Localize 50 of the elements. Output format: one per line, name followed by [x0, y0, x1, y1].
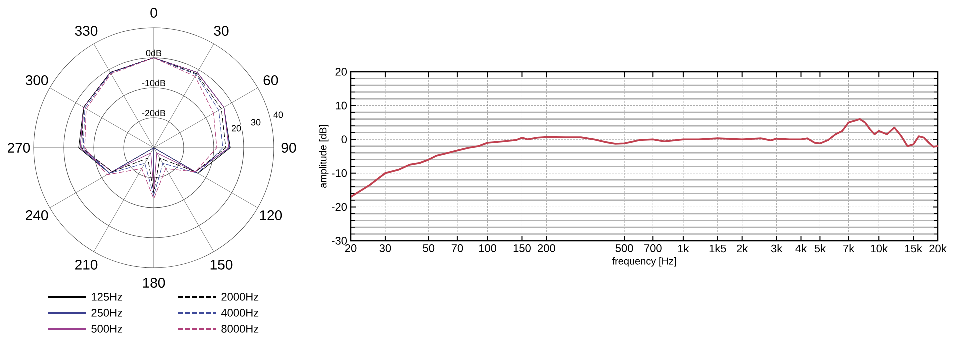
spoke-label: 120 [260, 210, 282, 220]
y-tick-label: -30 [332, 237, 348, 245]
x-tick-label: 4k [796, 244, 808, 253]
x-tick-label: 50 [423, 244, 435, 252]
y-tick-label: -10 [332, 170, 348, 178]
y-tick-label: -20dB [142, 110, 166, 117]
y-tick-label: 0dB [146, 50, 162, 57]
y-tick-label: 20 [336, 68, 348, 76]
y-tick-label: -20 [332, 203, 348, 212]
legend-label: 250Hz [92, 309, 122, 317]
spoke-label: 210 [76, 260, 98, 270]
spoke-label: 300 [26, 76, 48, 86]
spoke-label: 180 [143, 278, 166, 288]
x-tick-label: 700 [644, 244, 662, 252]
x-tick-label: 10k [871, 244, 888, 253]
spoke-label: 90 [282, 143, 296, 153]
x-axis-title: frequency [Hz] [612, 257, 676, 267]
y-tick-label: 0 [342, 136, 348, 144]
legend-label: 125Hz [92, 293, 122, 301]
legend-label: 500Hz [92, 325, 122, 333]
x-tick-label: 30 [380, 244, 392, 252]
x-tick-label: 1k5 [710, 244, 726, 253]
x-tick-label: 200 [538, 244, 556, 252]
text: 20 [232, 125, 242, 132]
y-tick-label: 10 [336, 102, 348, 110]
spoke-label: 330 [75, 26, 98, 36]
x-tick-label: 15k [906, 244, 922, 253]
x-tick-label: 20k [930, 244, 947, 253]
x-tick-label: 500 [616, 244, 634, 252]
x-tick-label: 70 [452, 244, 464, 252]
x-tick-label: 150 [514, 244, 531, 252]
text: 30 [251, 119, 261, 126]
spoke-label: 270 [8, 143, 30, 153]
x-tick-label: 5k [814, 244, 826, 253]
x-tick-label: 7k [844, 244, 855, 253]
y-tick-label: -10dB [142, 80, 166, 87]
x-tick-label: 1k [678, 244, 690, 253]
y-axis-title: amplitude [dB] [319, 125, 329, 188]
text: 40 [274, 112, 284, 118]
legend-label: 4000Hz [221, 309, 259, 317]
x-tick-label: 100 [479, 244, 497, 252]
spoke-label: 150 [210, 260, 233, 270]
spoke-label: 240 [26, 210, 48, 220]
spoke-label: 60 [264, 76, 278, 86]
legend-label: 2000Hz [222, 293, 259, 301]
x-tick-label: 3k [771, 244, 783, 253]
x-tick-label: 20 [345, 244, 357, 252]
legend-label: 8000Hz [222, 325, 259, 333]
x-tick-label: 2k [737, 244, 748, 253]
spoke-label: 30 [214, 26, 229, 36]
